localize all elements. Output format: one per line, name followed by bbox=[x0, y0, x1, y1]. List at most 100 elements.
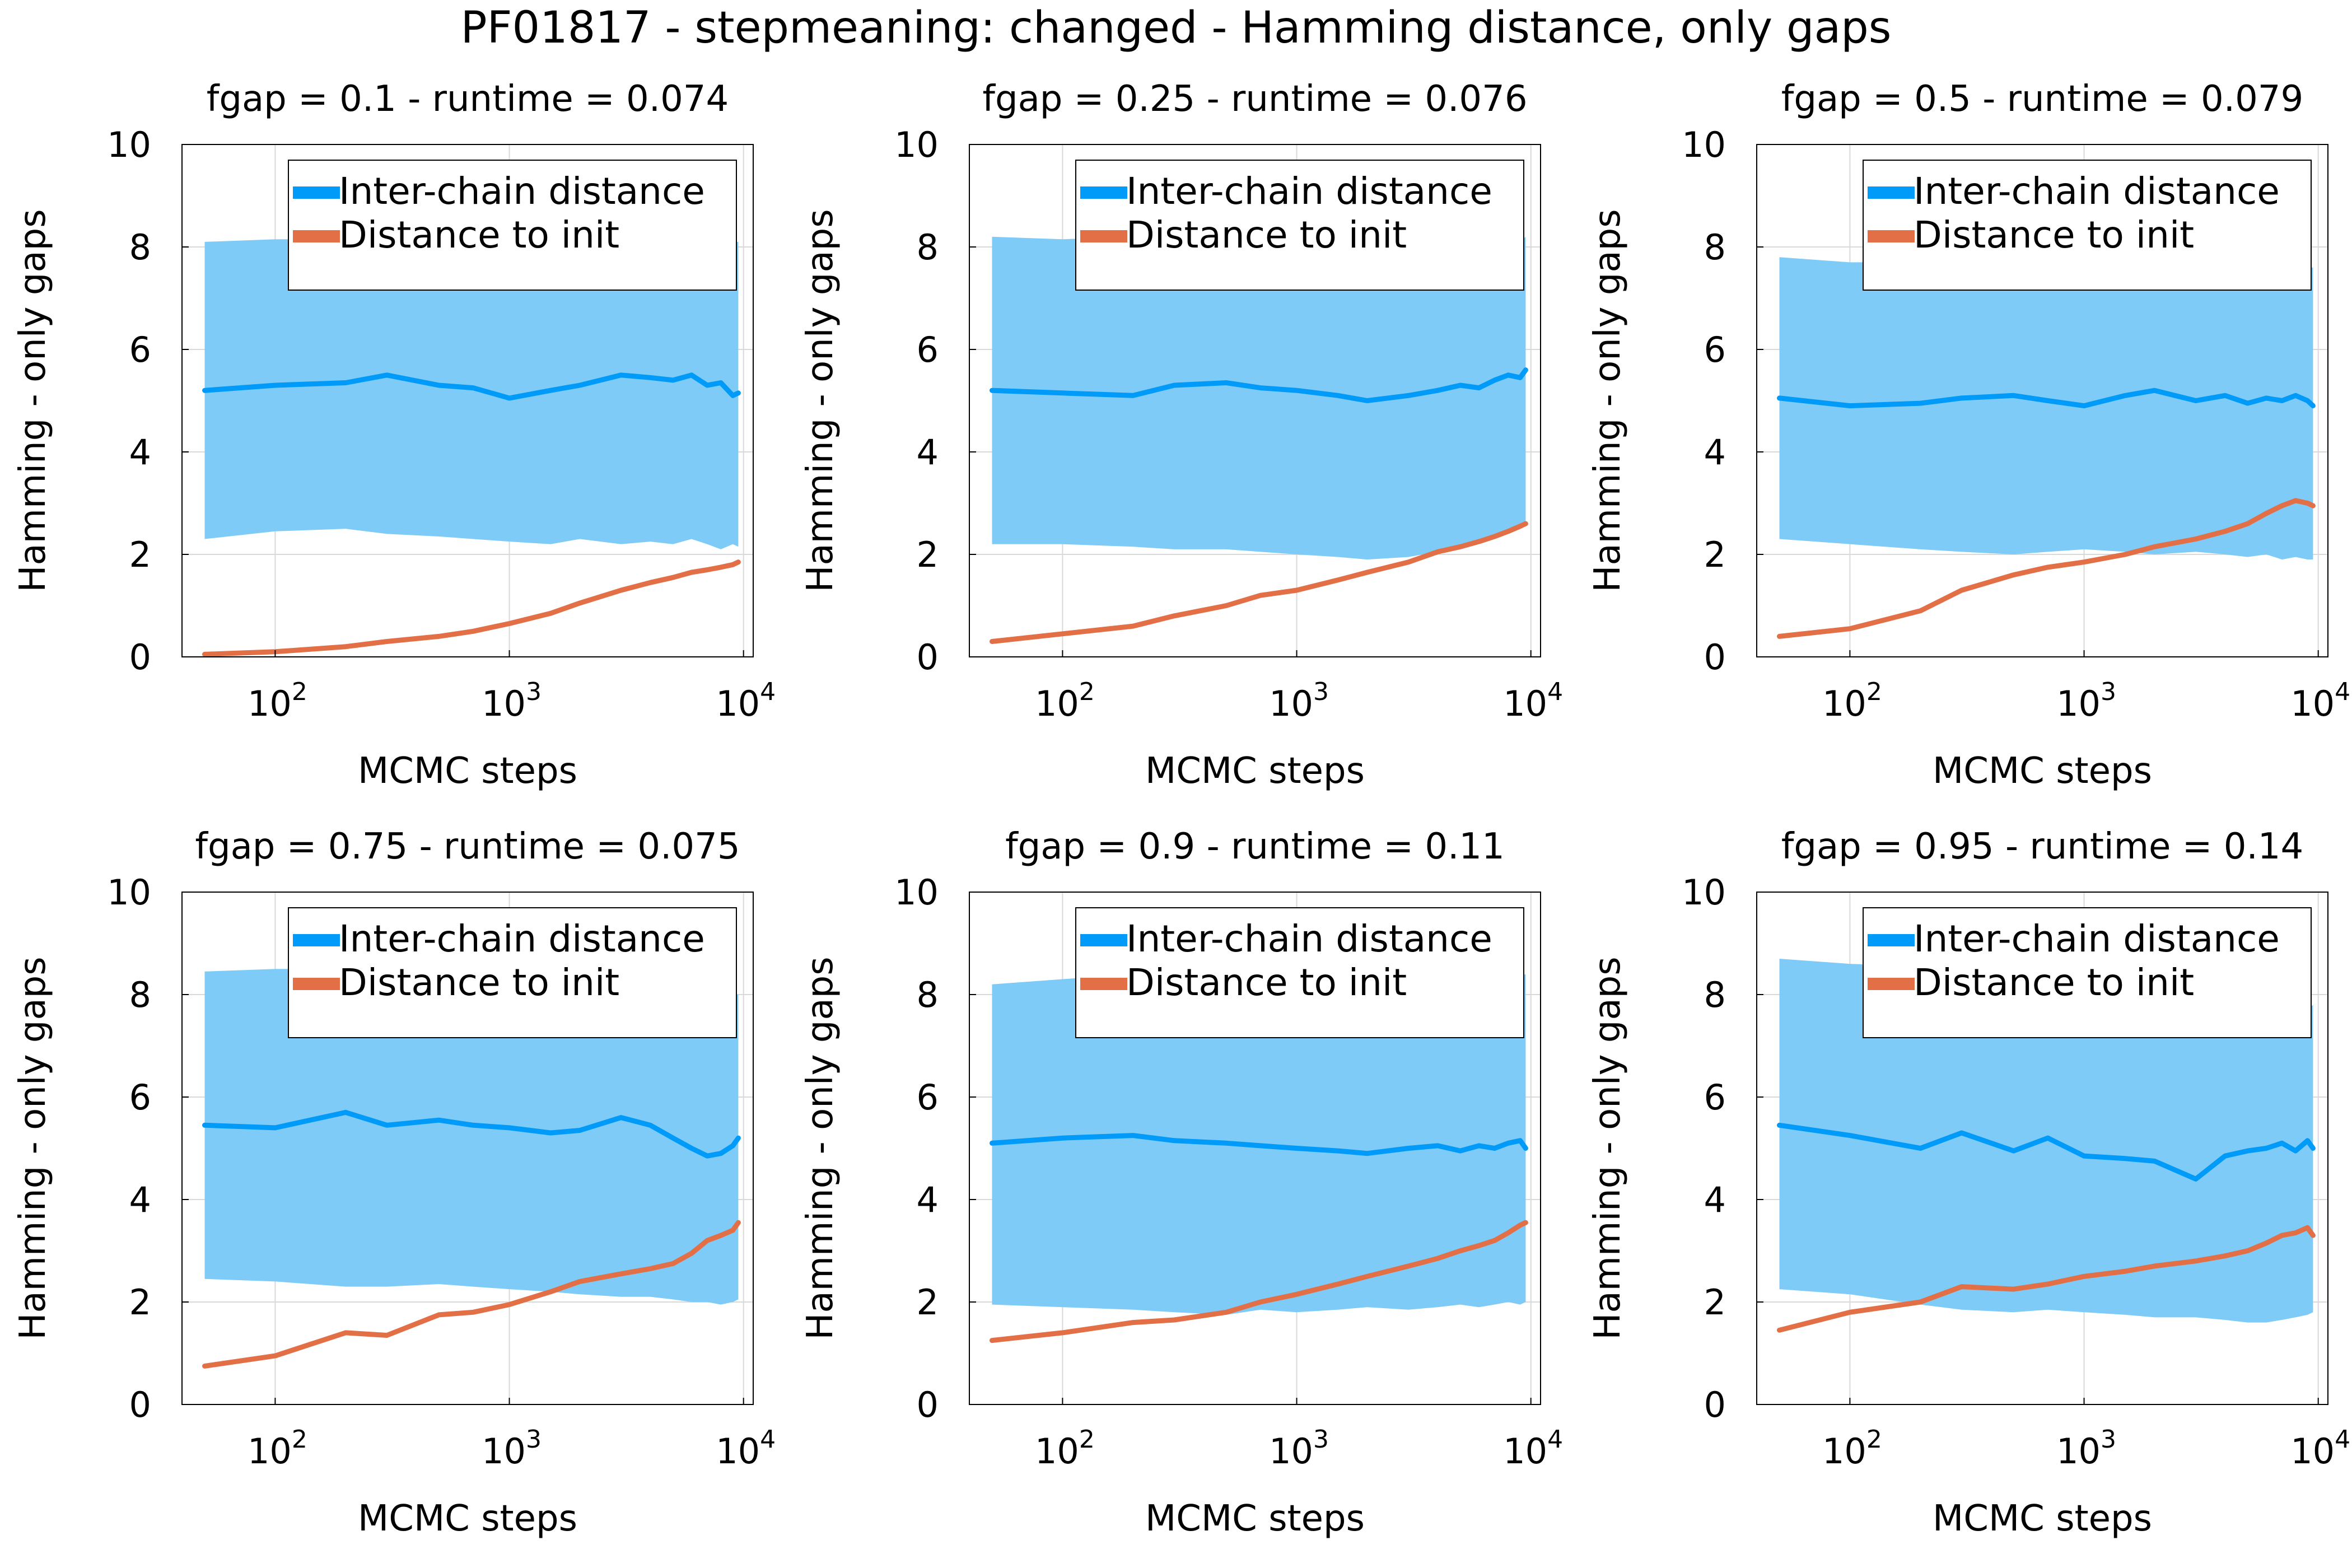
plot-frame bbox=[1756, 892, 2328, 1405]
y-tick-label: 2 bbox=[917, 1282, 939, 1323]
plot-frame bbox=[1756, 144, 2328, 657]
series-distance-to-init-line bbox=[202, 1220, 741, 1369]
plot-frame bbox=[969, 144, 1541, 657]
x-tick-label: 103 bbox=[482, 678, 542, 724]
legend-box bbox=[288, 907, 737, 1038]
interval-band bbox=[992, 236, 1526, 560]
x-tick-label: 104 bbox=[1503, 678, 1563, 724]
series-inter-chain-line bbox=[990, 367, 1528, 403]
legend-box bbox=[1075, 160, 1524, 291]
y-tick-label: 2 bbox=[1704, 534, 1726, 575]
x-tick-label: 104 bbox=[716, 1425, 776, 1472]
y-tick-label: 0 bbox=[129, 637, 151, 678]
plot-frame bbox=[181, 892, 754, 1405]
y-tick-label: 4 bbox=[1704, 432, 1726, 473]
x-tick-label: 104 bbox=[2290, 1425, 2350, 1472]
y-tick-label: 6 bbox=[1704, 329, 1726, 370]
interval-band bbox=[1779, 257, 2313, 560]
y-tick-label: 0 bbox=[129, 1384, 151, 1425]
x-axis-label: MCMC steps bbox=[1145, 1498, 1365, 1539]
series-distance-to-init-line bbox=[1777, 498, 2316, 639]
y-tick-label: 0 bbox=[1704, 1384, 1726, 1425]
legend-entry-label: Inter-chain distance bbox=[1126, 917, 1492, 960]
legend-entry-label: Distance to init bbox=[1914, 213, 2194, 256]
x-tick-label: 104 bbox=[2290, 678, 2350, 724]
subplot-title: fgap = 0.1 - runtime = 0.074 bbox=[207, 78, 729, 120]
y-tick-label: 4 bbox=[917, 432, 939, 473]
y-tick-label: 8 bbox=[917, 974, 939, 1015]
subplot-title: fgap = 0.9 - runtime = 0.11 bbox=[1005, 826, 1505, 867]
y-tick-label: 0 bbox=[1704, 637, 1726, 678]
y-tick-label: 6 bbox=[129, 329, 151, 370]
series-inter-chain-line bbox=[990, 1133, 1528, 1156]
y-tick-label: 8 bbox=[1704, 227, 1726, 268]
x-tick-label: 103 bbox=[482, 1425, 542, 1472]
y-tick-label: 4 bbox=[917, 1179, 939, 1220]
y-tick-label: 2 bbox=[917, 534, 939, 575]
y-tick-label: 10 bbox=[894, 124, 939, 165]
y-tick-label: 4 bbox=[129, 432, 151, 473]
legend-entry-label: Distance to init bbox=[1126, 961, 1407, 1004]
y-tick-label: 10 bbox=[894, 872, 939, 913]
y-tick-label: 6 bbox=[917, 329, 939, 370]
subplot-title: fgap = 0.75 - runtime = 0.075 bbox=[195, 826, 740, 867]
legend-box bbox=[1075, 907, 1524, 1038]
legend-entry-label: Inter-chain distance bbox=[1914, 917, 2280, 960]
y-tick-label: 4 bbox=[129, 1179, 151, 1220]
legend-box bbox=[1863, 907, 2312, 1038]
y-tick-label: 8 bbox=[917, 227, 939, 268]
legend-box bbox=[1863, 160, 2312, 291]
y-tick-label: 2 bbox=[129, 534, 151, 575]
y-tick-label: 8 bbox=[1704, 974, 1726, 1015]
legend-entry-label: Inter-chain distance bbox=[339, 170, 705, 213]
series-distance-to-init-line bbox=[202, 559, 741, 657]
interval-band bbox=[204, 236, 739, 549]
y-tick-label: 0 bbox=[917, 637, 939, 678]
x-tick-label: 103 bbox=[1269, 678, 1329, 724]
x-tick-label: 104 bbox=[716, 678, 776, 724]
y-tick-label: 10 bbox=[1682, 124, 1726, 165]
legend-entry-label: Distance to init bbox=[1126, 213, 1407, 256]
y-tick-label: 4 bbox=[1704, 1179, 1726, 1220]
legend-entry-label: Inter-chain distance bbox=[339, 917, 705, 960]
x-axis-label: MCMC steps bbox=[1933, 750, 2152, 792]
plot-frame bbox=[969, 892, 1541, 1405]
x-tick-label: 104 bbox=[1503, 1425, 1563, 1472]
legend-entry-label: Distance to init bbox=[339, 213, 619, 256]
series-inter-chain-line bbox=[1777, 1122, 2316, 1182]
x-tick-label: 102 bbox=[248, 1425, 307, 1472]
legend-box bbox=[288, 160, 737, 291]
subplot-5: fgap = 0.9 - runtime = 0.11 0 2 4 6 8 10 102 103… bbox=[800, 826, 1563, 1539]
subplot-title: fgap = 0.5 - runtime = 0.079 bbox=[1781, 78, 2303, 120]
y-tick-label: 6 bbox=[129, 1077, 151, 1118]
y-axis-label: Hamming - only gaps bbox=[800, 209, 841, 592]
subplot-1: fgap = 0.1 - runtime = 0.074 0 2 4 6 8 10 102 10… bbox=[12, 78, 776, 792]
y-tick-label: 6 bbox=[1704, 1077, 1726, 1118]
x-tick-label: 102 bbox=[1035, 1425, 1095, 1472]
legend-entry-label: Inter-chain distance bbox=[1126, 170, 1492, 213]
x-tick-label: 103 bbox=[2056, 1425, 2116, 1472]
subplot-2: fgap = 0.25 - runtime = 0.076 0 2 4 6 8 10 102 1… bbox=[800, 78, 1563, 792]
y-axis-label: Hamming - only gaps bbox=[800, 956, 841, 1340]
figure-title: PF01817 - stepmeaning: changed - Hamming… bbox=[460, 3, 1892, 53]
series-distance-to-init-line bbox=[1777, 1225, 2316, 1333]
y-tick-label: 0 bbox=[917, 1384, 939, 1425]
x-axis-label: MCMC steps bbox=[358, 1498, 577, 1539]
x-tick-label: 102 bbox=[1822, 678, 1882, 724]
x-tick-label: 102 bbox=[1822, 1425, 1882, 1472]
series-distance-to-init-line bbox=[990, 521, 1528, 644]
y-axis-label: Hamming - only gaps bbox=[1587, 956, 1628, 1340]
subplot-title: fgap = 0.25 - runtime = 0.076 bbox=[982, 78, 1527, 120]
series-distance-to-init-line bbox=[990, 1220, 1528, 1343]
y-axis-label: Hamming - only gaps bbox=[12, 209, 54, 592]
y-tick-label: 2 bbox=[1704, 1282, 1726, 1323]
legend-entry-label: Inter-chain distance bbox=[1914, 170, 2280, 213]
subplot-6: fgap = 0.95 - runtime = 0.14 0 2 4 6 8 10 102 10… bbox=[1587, 826, 2350, 1539]
